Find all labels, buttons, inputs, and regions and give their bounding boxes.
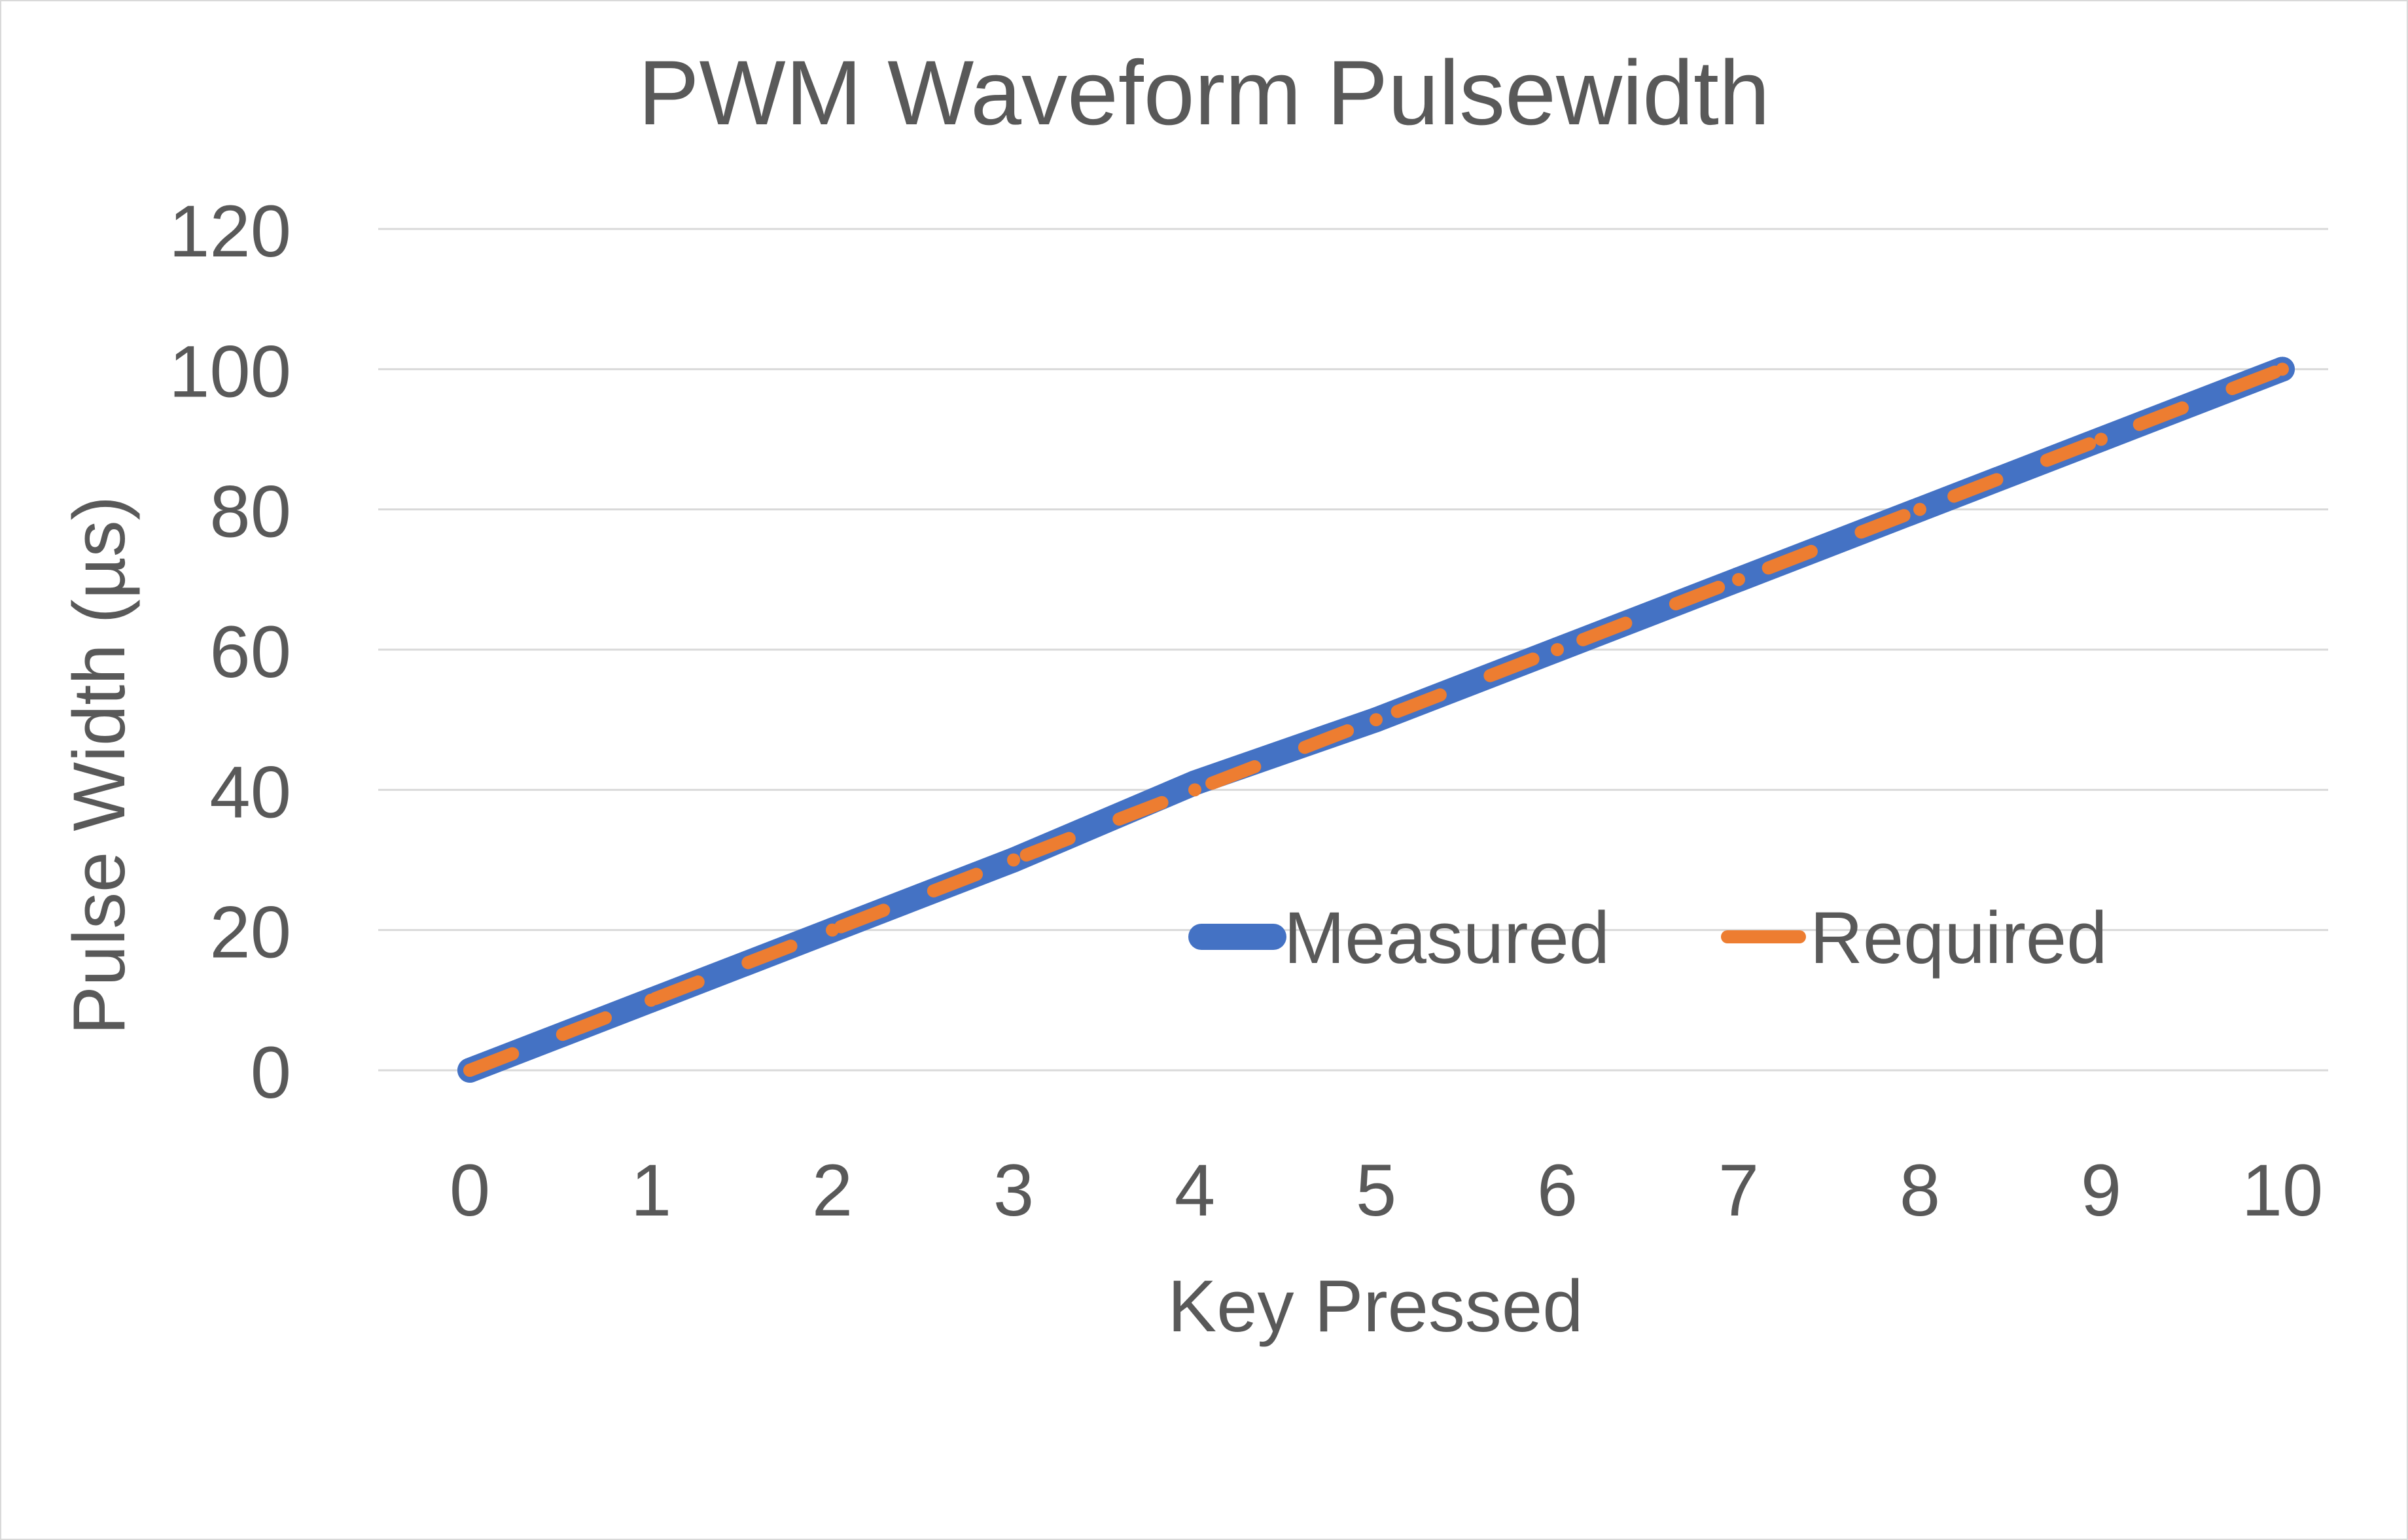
chart-title: PWM Waveform Pulsewidth: [638, 41, 1770, 144]
x-tick-label: 9: [2081, 1149, 2121, 1231]
data-point-required: [645, 993, 658, 1007]
gridlines: [378, 228, 2328, 1072]
data-point-required: [1007, 853, 1020, 867]
y-tick-label: 120: [169, 190, 291, 272]
data-point-required: [1732, 572, 1745, 586]
x-axis-tick-labels: 0 1 2 3 4 5 6 7 8 9 10: [450, 1149, 2323, 1231]
x-tick-label: 3: [993, 1149, 1034, 1231]
x-tick-label: 6: [1537, 1149, 1578, 1231]
series-lines: [457, 357, 2295, 1083]
y-axis-tick-labels: 0 20 40 60 80 100 120: [169, 190, 291, 1113]
y-tick-label: 100: [169, 330, 291, 412]
x-tick-label: 7: [1718, 1149, 1759, 1231]
legend-label-measured: Measured: [1284, 897, 1610, 979]
data-point-required: [1188, 783, 1201, 797]
y-axis-label: Pulse Width (µs): [58, 496, 140, 1035]
x-tick-label: 8: [1900, 1149, 1940, 1231]
data-point-required: [2276, 362, 2289, 376]
x-tick-label: 4: [1175, 1149, 1215, 1231]
data-point-required: [1913, 502, 1926, 516]
data-point-required: [2095, 432, 2108, 446]
x-tick-label: 10: [2242, 1149, 2324, 1231]
y-tick-label: 0: [251, 1032, 291, 1113]
x-tick-label: 0: [450, 1149, 490, 1231]
data-point-required: [826, 923, 839, 937]
x-tick-label: 5: [1356, 1149, 1396, 1231]
data-point-required: [463, 1064, 476, 1077]
y-tick-label: 20: [209, 892, 291, 973]
y-tick-label: 60: [209, 611, 291, 693]
y-tick-label: 40: [209, 751, 291, 833]
x-tick-label: 1: [631, 1149, 671, 1231]
x-axis-label: Key Pressed: [1168, 1265, 1584, 1347]
legend-label-required: Required: [1810, 897, 2108, 979]
data-point-required: [1551, 643, 1564, 656]
legend: Measured Required: [1188, 897, 2108, 979]
data-point-required: [1370, 713, 1383, 727]
x-tick-label: 2: [812, 1149, 853, 1231]
series-line-required: [463, 362, 2289, 1077]
y-tick-label: 80: [209, 471, 291, 553]
